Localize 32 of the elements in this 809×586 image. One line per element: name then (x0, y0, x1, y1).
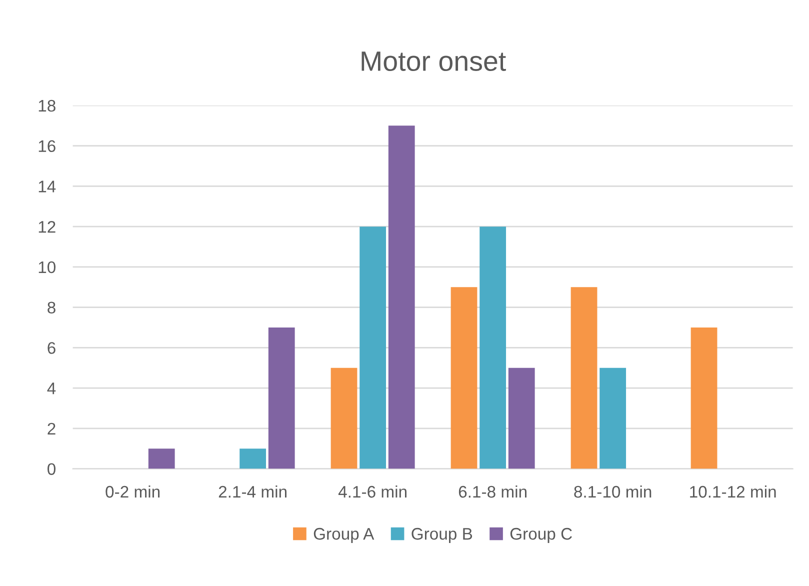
bar (508, 368, 535, 469)
bar (690, 328, 718, 469)
y-tick-label: 8 (48, 302, 56, 314)
bar (268, 328, 295, 469)
bar (148, 448, 175, 469)
x-tick-label: 4.1-6 min (338, 485, 406, 498)
x-tick-label: 10.1-12 min (690, 485, 776, 498)
bar (388, 126, 415, 469)
x-tick-label: 0-2 min (106, 485, 160, 498)
legend-label: Group C (510, 528, 572, 544)
bar (450, 287, 478, 469)
chart-title: Motor onset (362, 52, 506, 72)
bar (570, 287, 598, 469)
y-tick-label: 4 (47, 382, 56, 394)
y-tick-label: 2 (48, 422, 56, 434)
bar (240, 448, 266, 469)
y-tick-label: 6 (48, 342, 56, 354)
y-tick-label: 14 (38, 180, 56, 192)
x-tick-label: 6.1-8 min (458, 485, 526, 498)
bar (480, 226, 506, 469)
legend-label: Group B (412, 528, 472, 544)
y-tick-label: 12 (38, 220, 56, 233)
y-tick-label: 16 (38, 140, 56, 152)
y-tick-label: 10 (38, 261, 56, 274)
x-tick-label: 8.1-10 min (574, 485, 652, 498)
legend-label: Group A (314, 528, 374, 544)
bar (600, 368, 626, 469)
bar (330, 368, 358, 469)
bar (360, 226, 386, 469)
y-tick-label: 0 (48, 463, 56, 476)
x-tick-label: 2.1-4 min (218, 485, 286, 498)
y-tick-label: 18 (38, 100, 56, 112)
